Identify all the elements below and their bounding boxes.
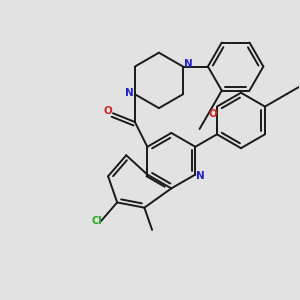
Text: N: N [125, 88, 134, 98]
Text: N: N [196, 171, 205, 181]
Text: O: O [103, 106, 112, 116]
Text: O: O [209, 109, 218, 119]
Text: Cl: Cl [91, 216, 102, 226]
Text: N: N [184, 59, 193, 69]
